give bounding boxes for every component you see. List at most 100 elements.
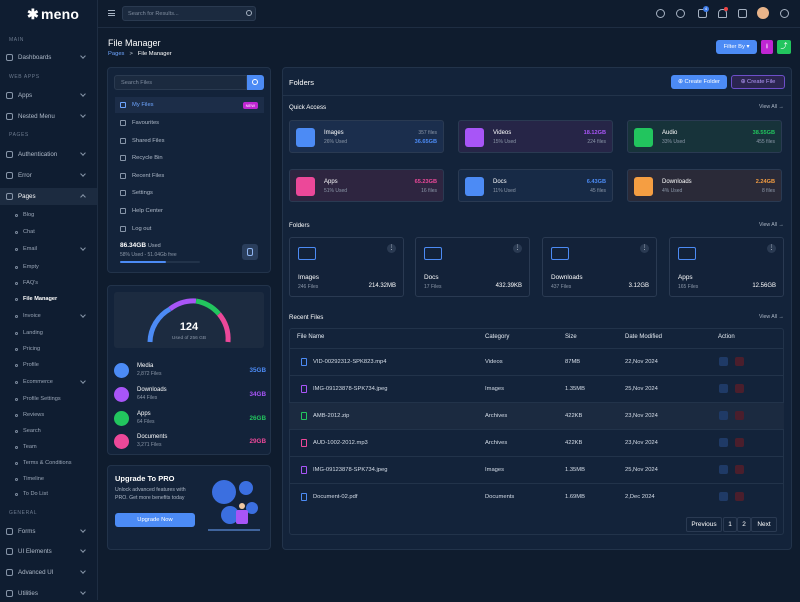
quick-access-card[interactable]: Images 26% Used 357 files 36.65GB xyxy=(289,120,444,153)
file-name[interactable]: AMB-2012.zip xyxy=(313,413,350,419)
delete-icon[interactable] xyxy=(735,384,744,393)
filter-by-button[interactable]: Filter By ▾ xyxy=(716,40,757,54)
sidebar-item-advanced-ui[interactable]: Advanced UI xyxy=(0,564,97,581)
table-row[interactable]: AUD-1002-2012.mp3 Archives 422KB 23,Nov 202… xyxy=(289,429,784,456)
delete-icon[interactable] xyxy=(735,465,744,474)
storage-stat-row[interactable]: Downloads 644 Files 34GB xyxy=(114,385,266,405)
delete-icon[interactable] xyxy=(735,357,744,366)
delete-icon[interactable] xyxy=(735,411,744,420)
database-icon[interactable] xyxy=(242,244,258,260)
view-icon[interactable] xyxy=(719,411,728,420)
file-name[interactable]: IMG-09123878-SPK734.jpeg xyxy=(313,386,388,392)
table-row[interactable]: VID-00292312-SPK823.mp4 Videos 87MB 22,Nov … xyxy=(289,348,784,375)
folder-card[interactable]: ⋮ Docs 17 Files 432.39KB xyxy=(415,237,530,297)
folder-card[interactable]: ⋮ Images 246 Files 214.32MB xyxy=(289,237,404,297)
download-icon[interactable]: ⭳ xyxy=(761,40,773,54)
folder-card[interactable]: ⋮ Downloads 437 Files 3.12GB xyxy=(542,237,657,297)
sidebar-subitem[interactable]: Email xyxy=(0,242,97,256)
folders-view-all[interactable]: View All → xyxy=(759,222,784,228)
menu-item-recycle-bin[interactable]: Recycle Bin xyxy=(115,150,264,166)
storage-stat-row[interactable]: Media 2,872 Files 35GB xyxy=(114,361,266,381)
sidebar-item-ui-elements[interactable]: UI Elements xyxy=(0,543,97,560)
quick-access-view-all[interactable]: View All → xyxy=(759,104,784,110)
sidebar-subitem[interactable]: Ecommerce xyxy=(0,375,97,389)
sidebar-item-error[interactable]: Error xyxy=(0,167,97,184)
file-search-input[interactable]: Search Files xyxy=(114,75,247,90)
quick-access-card[interactable]: Audio 33% Used 38.55GB 455 files xyxy=(627,120,782,153)
sidebar-item-authentication[interactable]: Authentication xyxy=(0,146,97,163)
file-name[interactable]: VID-00292312-SPK823.mp4 xyxy=(313,359,387,365)
avatar[interactable] xyxy=(757,7,769,19)
menu-item-help-center[interactable]: Help Center xyxy=(115,203,264,219)
sidebar-subitem[interactable]: Invoice xyxy=(0,309,97,323)
fullscreen-icon[interactable] xyxy=(738,9,747,18)
sidebar-subitem[interactable]: FAQ's xyxy=(0,276,97,290)
sidebar-item-dashboards[interactable]: Dashboards xyxy=(0,49,97,66)
menu-item-shared-files[interactable]: Shared Files xyxy=(115,133,264,149)
share-icon[interactable]: ⤴ xyxy=(777,40,791,54)
table-row[interactable]: IMG-09123878-SPK734.jpeg Images 1.35MB 25,N… xyxy=(289,456,784,483)
theme-toggle-icon[interactable] xyxy=(676,9,685,18)
view-icon[interactable] xyxy=(719,465,728,474)
app-logo[interactable]: ✱ meno xyxy=(27,6,79,23)
file-name[interactable]: Document-02.pdf xyxy=(313,494,358,500)
view-icon[interactable] xyxy=(719,384,728,393)
menu-item-favourites[interactable]: Favourites xyxy=(115,115,264,131)
sidebar-subitem[interactable]: Profile xyxy=(0,358,97,372)
search-icon[interactable] xyxy=(246,10,252,16)
delete-icon[interactable] xyxy=(735,492,744,501)
table-row[interactable]: AMB-2012.zip Archives 422KB 23,Nov 2024 xyxy=(289,402,784,429)
create-folder-button[interactable]: ⊕ Create Folder xyxy=(671,75,727,89)
pagination-previous[interactable]: Previous xyxy=(686,517,722,532)
sidebar-subitem[interactable]: Terms & Conditions xyxy=(0,456,97,470)
table-row[interactable]: Document-02.pdf Documents 1.69MB 2,Dec 2024 xyxy=(289,483,784,510)
delete-icon[interactable] xyxy=(735,438,744,447)
menu-item-logout[interactable]: Log out xyxy=(115,221,264,237)
quick-access-card[interactable]: Docs 11% Used 6.43GB 45 files xyxy=(458,169,613,202)
language-icon[interactable] xyxy=(656,9,665,18)
sidebar-item-apps[interactable]: Apps xyxy=(0,87,97,104)
more-options-icon[interactable]: ⋮ xyxy=(513,244,522,253)
sidebar-subitem[interactable]: Blog xyxy=(0,208,97,222)
quick-access-card[interactable]: Videos 15% Used 18.12GB 224 files xyxy=(458,120,613,153)
recent-files-view-all[interactable]: View All → xyxy=(759,314,784,320)
folder-card[interactable]: ⋮ Apps 165 Files 12.56GB xyxy=(669,237,784,297)
sidebar-item-pages[interactable]: Pages xyxy=(0,188,97,205)
sidebar-subitem[interactable]: Chat xyxy=(0,225,97,239)
sidebar-subitem[interactable]: Empty xyxy=(0,260,97,274)
sidebar-item-forms[interactable]: Forms xyxy=(0,523,97,540)
sidebar-subitem[interactable]: Profile Settings xyxy=(0,392,97,406)
table-row[interactable]: IMG-09123878-SPK734.jpeg Images 1.35MB 25,N… xyxy=(289,375,784,402)
sidebar-subitem[interactable]: Pricing xyxy=(0,342,97,356)
view-icon[interactable] xyxy=(719,438,728,447)
file-search-button[interactable] xyxy=(247,75,264,90)
menu-item-recent-files[interactable]: Recent Files xyxy=(115,168,264,184)
upgrade-now-button[interactable]: Upgrade Now xyxy=(115,513,195,527)
file-name[interactable]: IMG-09123878-SPK734.jpeg xyxy=(313,467,388,473)
more-options-icon[interactable]: ⋮ xyxy=(767,244,776,253)
more-options-icon[interactable]: ⋮ xyxy=(387,244,396,253)
sidebar-subitem[interactable]: Timeline xyxy=(0,472,97,486)
pagination-page-1[interactable]: 1 xyxy=(723,517,737,532)
global-search-input[interactable]: Search for Results... xyxy=(122,6,256,21)
sidebar-subitem[interactable]: Team xyxy=(0,440,97,454)
file-name[interactable]: AUD-1002-2012.mp3 xyxy=(313,440,368,446)
storage-stat-row[interactable]: Apps 64 Files 26GB xyxy=(114,409,266,429)
quick-access-card[interactable]: Apps 51% Used 65.23GB 16 files xyxy=(289,169,444,202)
settings-gear-icon[interactable] xyxy=(780,9,789,18)
sidebar-item-nested-menu[interactable]: Nested Menu xyxy=(0,108,97,125)
sidebar-subitem[interactable]: Landing xyxy=(0,326,97,340)
sidebar-subitem[interactable]: Search xyxy=(0,424,97,438)
sidebar-subitem[interactable]: File Manager xyxy=(0,292,97,306)
menu-item-my-files[interactable]: My Files NEW xyxy=(115,97,264,113)
breadcrumb-root[interactable]: Pages xyxy=(108,51,125,57)
storage-stat-row[interactable]: Documents 3,271 Files 29GB xyxy=(114,432,266,452)
bell-icon[interactable] xyxy=(718,9,727,18)
view-icon[interactable] xyxy=(719,357,728,366)
create-file-button[interactable]: ⊕ Create File xyxy=(731,75,785,89)
quick-access-card[interactable]: Downloads 4% Used 2.24GB 8 files xyxy=(627,169,782,202)
more-options-icon[interactable]: ⋮ xyxy=(640,244,649,253)
view-icon[interactable] xyxy=(719,492,728,501)
cart-icon[interactable] xyxy=(698,9,707,18)
pagination-page-2[interactable]: 2 xyxy=(737,517,751,532)
